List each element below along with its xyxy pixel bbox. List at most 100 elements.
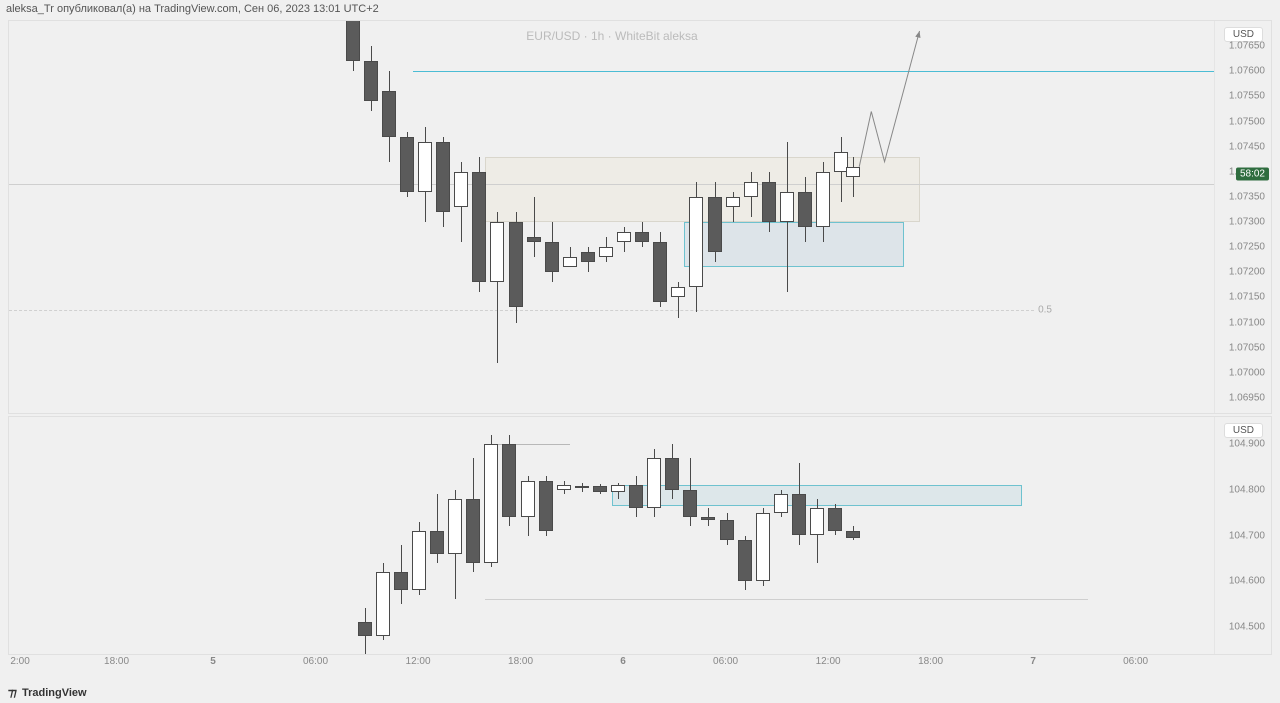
chart-panel-bottom[interactable]: USD 104.900104.800104.700104.600104.500 — [8, 416, 1272, 655]
x-tick-label: 7 — [1030, 656, 1036, 667]
y-tick-label: 1.07200 — [1229, 267, 1265, 278]
y-tick-label: 104.800 — [1229, 484, 1265, 495]
y-tick-label: 1.07250 — [1229, 242, 1265, 253]
candle-body — [466, 499, 480, 563]
x-tick-label: 12:00 — [816, 656, 841, 667]
candle-body — [744, 182, 758, 197]
candle-body — [484, 444, 498, 563]
footer-brand: ⁊⁊ TradingView — [8, 686, 87, 699]
candle-body — [762, 182, 776, 222]
plot-area-top[interactable]: EUR/USD · 1h · WhiteBit aleksa 0.5 — [9, 21, 1215, 413]
candle-body — [400, 137, 414, 192]
candle-body — [780, 192, 794, 222]
candle-body — [382, 91, 396, 136]
chart-title: EUR/USD · 1h · WhiteBit aleksa — [526, 29, 697, 43]
x-tick-label: 12:00 — [406, 656, 431, 667]
y-tick-label: 1.07450 — [1229, 141, 1265, 152]
candle-body — [689, 197, 703, 287]
candle-body — [647, 458, 661, 508]
y-axis-bottom: USD 104.900104.800104.700104.600104.500 — [1214, 417, 1271, 654]
candle-body — [599, 247, 613, 257]
page-header: aleksa_Tr опубликовал(а) на TradingView.… — [0, 0, 1280, 22]
candle-body — [575, 486, 589, 488]
y-tick-label: 104.900 — [1229, 439, 1265, 450]
y-tick-label: 1.07150 — [1229, 292, 1265, 303]
x-tick-label: 18:00 — [508, 656, 533, 667]
candle-body — [581, 252, 595, 262]
currency-badge: USD — [1224, 423, 1263, 438]
candle-body — [846, 167, 860, 177]
candle-body — [527, 237, 541, 242]
candle-body — [436, 142, 450, 212]
candle-body — [774, 494, 788, 512]
candle-body — [346, 21, 360, 61]
candle-body — [509, 222, 523, 307]
y-tick-label: 1.07050 — [1229, 342, 1265, 353]
footer-text: TradingView — [22, 687, 87, 699]
candle-body — [708, 197, 722, 252]
horizontal-line — [413, 71, 1215, 72]
x-tick-label: 06:00 — [713, 656, 738, 667]
x-tick-label: 06:00 — [1123, 656, 1148, 667]
candle-body — [683, 490, 697, 517]
candle-body — [629, 485, 643, 508]
candle-body — [563, 257, 577, 267]
horizontal-line — [485, 599, 1088, 600]
candle-body — [738, 540, 752, 581]
candle-body — [816, 172, 830, 227]
candle-body — [611, 485, 625, 492]
candle-body — [798, 192, 812, 227]
candle-body — [454, 172, 468, 207]
candle-body — [502, 444, 516, 517]
candle-body — [726, 197, 740, 207]
candle-body — [430, 531, 444, 554]
candle-body — [394, 572, 408, 590]
candle-body — [448, 499, 462, 554]
y-tick-label: 104.500 — [1229, 621, 1265, 632]
candle-body — [701, 517, 715, 519]
candle-body — [720, 520, 734, 541]
y-tick-label: 1.07550 — [1229, 91, 1265, 102]
chart-panel-top[interactable]: EUR/USD · 1h · WhiteBit aleksa 0.5 USD 1… — [8, 20, 1272, 414]
candle-body — [653, 242, 667, 302]
candle-body — [756, 513, 770, 581]
y-tick-label: 104.600 — [1229, 576, 1265, 587]
y-tick-label: 1.07100 — [1229, 317, 1265, 328]
candle-body — [617, 232, 631, 242]
candle-body — [364, 61, 378, 101]
y-axis-top: USD 1.076501.076001.075501.075001.074501… — [1214, 21, 1271, 413]
candle-body — [557, 485, 571, 490]
horizontal-line — [9, 310, 1034, 311]
candle-body — [810, 508, 824, 535]
candle-body — [828, 508, 842, 531]
candle-body — [412, 531, 426, 590]
candle-body — [472, 172, 486, 283]
x-axis: 2:0018:00506:0012:0018:00606:0012:0018:0… — [8, 656, 1214, 676]
plot-area-bottom[interactable] — [9, 417, 1215, 654]
line-label: 0.5 — [1038, 304, 1052, 315]
candle-body — [792, 494, 806, 535]
y-tick-label: 1.07600 — [1229, 66, 1265, 77]
countdown-badge: 58:02 — [1236, 168, 1269, 181]
candle-body — [545, 242, 559, 272]
last-price-line — [9, 184, 1215, 185]
candle-body — [593, 486, 607, 492]
y-tick-label: 1.07300 — [1229, 217, 1265, 228]
candle-body — [671, 287, 685, 297]
candle-wick — [534, 197, 535, 257]
candle-body — [846, 531, 860, 538]
tradingview-icon: ⁊⁊ — [8, 686, 15, 699]
header-text: aleksa_Tr опубликовал(а) на TradingView.… — [6, 3, 379, 15]
candle-body — [665, 458, 679, 490]
candle-body — [521, 481, 535, 517]
x-tick-label: 6 — [620, 656, 626, 667]
x-tick-label: 5 — [210, 656, 216, 667]
candle-body — [539, 481, 553, 531]
y-tick-label: 1.07350 — [1229, 191, 1265, 202]
x-tick-label: 18:00 — [918, 656, 943, 667]
y-tick-label: 1.07500 — [1229, 116, 1265, 127]
x-tick-label: 2:00 — [10, 656, 29, 667]
candle-body — [418, 142, 432, 192]
candle-body — [376, 572, 390, 636]
candle-wick — [853, 157, 854, 197]
